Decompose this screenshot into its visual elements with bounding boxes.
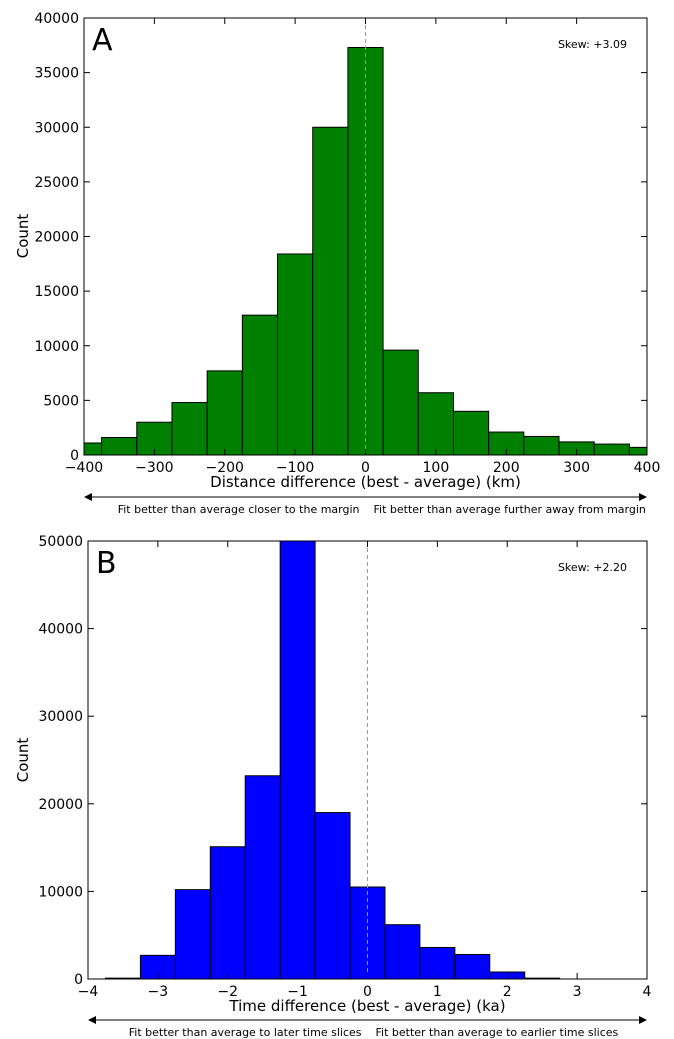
y-tick-label: 10000 [34,339,79,355]
y-axis-label: Count [14,214,32,259]
x-tick-label: −400 [65,460,103,476]
histogram-bar [279,540,316,980]
histogram-bar [628,446,648,456]
x-tick-label: 0 [361,460,370,476]
x-tick-label: −4 [78,984,99,1000]
histogram-bar [101,437,138,456]
histogram-bar [384,924,421,980]
x-tick-label: −3 [148,984,169,1000]
skew-annotation: Skew: +2.20 [558,561,627,574]
histogram-bar [83,442,103,456]
x-tick-label: −200 [206,460,244,476]
arrow-left-head [84,493,92,501]
histogram-panel-a: −400 −300 −200 −100 0 100 200 300 400 0 5000 10000 1… [14,11,660,516]
y-tick-label: 25000 [34,175,79,191]
x-tick-label: 100 [423,460,450,476]
y-tick-label: 50000 [38,534,83,550]
histogram-bar [174,889,211,980]
histogram-bar [312,126,349,456]
panel-label: A [92,23,113,58]
x-tick-label: −1 [287,984,308,1000]
panel-label: B [96,546,117,581]
y-tick-label: 30000 [38,709,83,725]
x-axis-label: Time difference (best - average) (ka) [228,997,505,1015]
x-tick-label: 3 [573,984,582,1000]
x-tick-label: −2 [217,984,238,1000]
x-tick-label: 4 [643,984,652,1000]
y-tick-label: 20000 [38,797,83,813]
histogram-bar [593,443,630,456]
x-tick-label: 400 [634,460,661,476]
y-tick-label: 10000 [38,884,83,900]
y-tick-label: 40000 [38,622,83,638]
histogram-bar [171,402,208,456]
y-tick-label: 0 [70,448,79,464]
histogram-bar [417,392,454,456]
y-tick-label: 5000 [43,393,79,409]
histogram-panel-b: −4 −3 −2 −1 0 1 2 3 4 0 10000 20000 30000 40000 50000 T… [14,534,652,1039]
x-tick-label: −300 [135,460,173,476]
histogram-bar [206,370,243,456]
y-tick-label: 20000 [34,230,79,246]
y-tick-label: 30000 [34,120,79,136]
y-axis-label: Count [14,738,32,783]
x-tick-label: 1 [433,984,442,1000]
arrow-right-head [639,493,647,501]
y-tick-label: 40000 [34,11,79,27]
histogram-bar [452,410,490,456]
histogram-bar [209,846,246,980]
arrow-left-text: Fit better than average to later time sl… [129,1026,362,1039]
x-tick-label: 200 [493,460,520,476]
x-tick-label: 300 [563,460,590,476]
histogram-bar [314,812,351,980]
x-tick-label: 2 [503,984,512,1000]
x-tick-label: 0 [363,984,372,1000]
histogram-bar [277,253,314,456]
skew-annotation: Skew: +3.09 [558,38,627,51]
histogram-bar [454,953,491,980]
arrow-left-head [88,1016,96,1024]
arrow-right-text: Fit better than average to earlier time … [376,1026,619,1039]
x-tick-label: −100 [276,460,314,476]
histogram-bar [241,314,279,456]
histogram-bar [523,435,560,456]
arrow-right-head [639,1016,647,1024]
histogram-bar [382,349,419,456]
histogram-bar [244,775,281,980]
y-tick-label: 0 [74,972,83,988]
arrow-right-text: Fit better than average further away fro… [374,503,646,516]
x-axis-label: Distance difference (best - average) (km… [210,473,521,491]
y-tick-label: 35000 [34,66,79,82]
arrow-left-text: Fit better than average closer to the ma… [118,503,360,516]
y-tick-label: 15000 [34,284,79,300]
